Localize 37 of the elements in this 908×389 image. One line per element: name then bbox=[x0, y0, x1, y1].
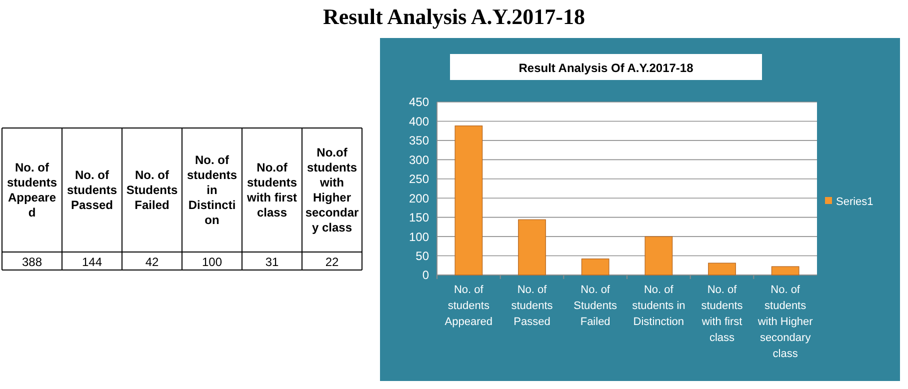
category-label: No.of students with Higher secondary class bbox=[305, 146, 360, 234]
data-label: 144 bbox=[82, 255, 102, 269]
y-tick-label: 150 bbox=[408, 210, 430, 225]
data-label: 31 bbox=[265, 255, 279, 269]
bar bbox=[581, 258, 610, 276]
y-tick-label: 400 bbox=[408, 114, 430, 128]
y-tick-label: 450 bbox=[408, 95, 430, 110]
bar bbox=[454, 126, 483, 276]
data-label: 42 bbox=[145, 255, 159, 269]
bar bbox=[644, 236, 673, 276]
text: Result Analysis A.Y.2017-18 bbox=[322, 4, 586, 29]
category-label: No. of students Appeared bbox=[6, 160, 58, 220]
x-tick-label: No. of students Passed bbox=[511, 284, 554, 328]
y-tick-label: 100 bbox=[408, 230, 430, 244]
x-tick-label: No. of Students Failed bbox=[574, 284, 618, 328]
y-tick-label: 200 bbox=[408, 191, 430, 206]
x-tick-label: No. of students with first class bbox=[700, 284, 744, 344]
bar bbox=[771, 266, 800, 276]
category-label: No. of students Passed bbox=[66, 168, 118, 212]
legend-label: Series1 bbox=[836, 196, 874, 208]
category-label: No. of students in Distinction bbox=[186, 153, 238, 227]
x-tick-label: No. of students with Higher secondary class bbox=[756, 284, 814, 360]
data-label: 388 bbox=[22, 255, 42, 269]
y-tick-label: 250 bbox=[408, 172, 430, 186]
y-tick-label: 0 bbox=[422, 268, 430, 282]
y-tick-label: 300 bbox=[408, 152, 430, 167]
chart-title: Result Analysis Of A.Y.2017-18 bbox=[518, 61, 694, 75]
bar bbox=[708, 262, 736, 276]
data-label: 22 bbox=[325, 255, 339, 269]
category-label: No. of Students Failed bbox=[126, 168, 178, 212]
y-tick-label: 50 bbox=[416, 248, 430, 263]
bar bbox=[518, 219, 546, 276]
x-tick-label: No. of students Appeared bbox=[444, 284, 493, 328]
category-label: No.of students with first class bbox=[246, 160, 298, 220]
y-tick-label: 350 bbox=[408, 134, 430, 148]
data-label: 100 bbox=[202, 255, 222, 269]
x-tick-label: No. of students in Distinction bbox=[632, 284, 686, 328]
